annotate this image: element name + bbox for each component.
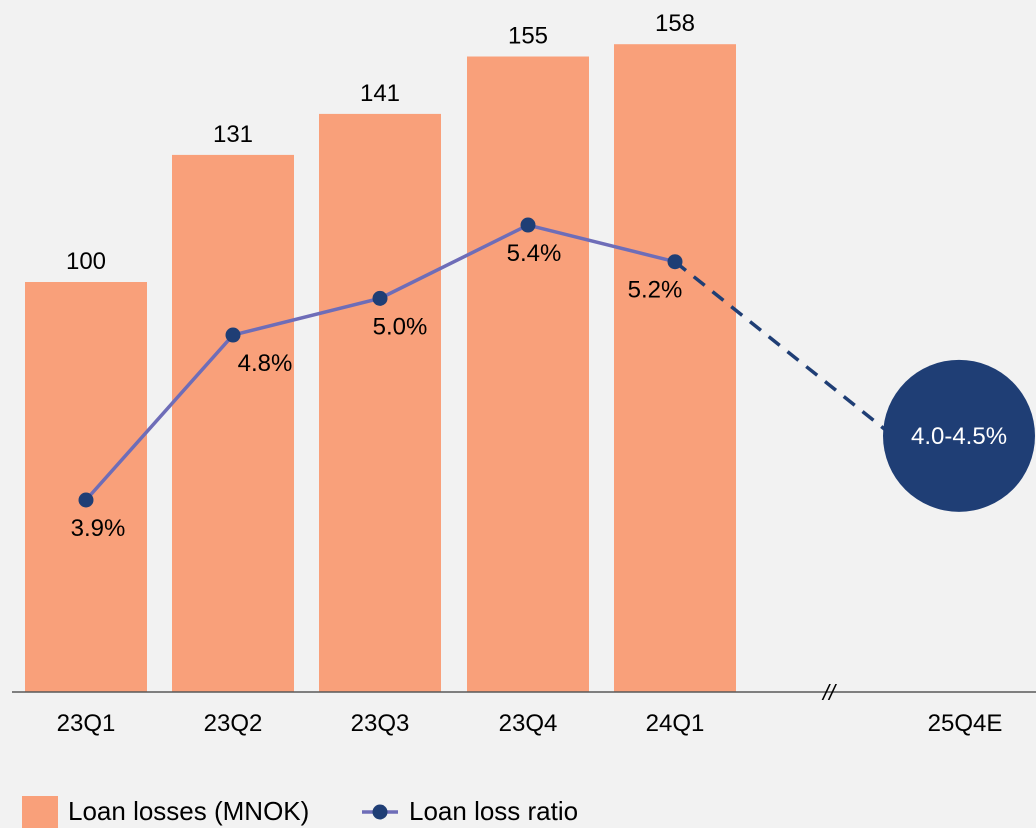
ratio-point-label: 5.4% <box>507 240 562 267</box>
axis-break-marker: // <box>821 680 837 705</box>
axis-break-glyph: // <box>821 680 837 705</box>
bar-value-label: 100 <box>66 248 106 275</box>
bar-value-labels: 100 131 141 155 158 <box>66 10 695 275</box>
x-tick-labels: 23Q1 23Q2 23Q3 23Q4 24Q1 25Q4E <box>57 710 1003 737</box>
ratio-point-label: 5.0% <box>373 313 428 340</box>
bar-23Q3 <box>319 113 441 692</box>
ratio-point-23Q3 <box>372 290 388 306</box>
x-tick-label: 23Q3 <box>351 710 410 737</box>
bar-series <box>25 44 736 692</box>
bar-23Q4 <box>467 56 589 692</box>
x-tick-label: 23Q4 <box>499 710 558 737</box>
x-tick-label: 23Q1 <box>57 710 116 737</box>
bar-value-label: 141 <box>360 80 400 107</box>
legend: Loan losses (MNOK) Loan loss ratio <box>22 796 578 828</box>
ratio-line-series: 3.9% 4.8% 5.0% 5.4% 5.2% <box>71 217 895 542</box>
target-circle <box>883 359 1035 512</box>
bar-value-label: 155 <box>508 23 548 50</box>
x-tick-label: 25Q4E <box>928 710 1003 737</box>
bar-23Q2 <box>172 154 294 692</box>
legend-swatch-bar <box>22 796 58 828</box>
target-circle-group: 4.0-4.5% <box>883 359 1035 512</box>
bar-23Q1 <box>25 282 147 692</box>
x-tick-label: 24Q1 <box>646 710 705 737</box>
ratio-point-23Q1 <box>78 492 94 508</box>
x-tick-label: 23Q2 <box>204 710 263 737</box>
target-label: 4.0-4.5% <box>911 423 1007 450</box>
ratio-point-label: 5.2% <box>628 277 683 304</box>
ratio-point-23Q2 <box>225 327 241 343</box>
bar-value-label: 158 <box>655 10 695 37</box>
bar-24Q1 <box>614 44 736 692</box>
ratio-point-label: 3.9% <box>71 515 126 542</box>
ratio-point-23Q4 <box>520 217 536 233</box>
legend-swatch-marker <box>372 804 388 820</box>
legend-label-line: Loan loss ratio <box>409 796 578 826</box>
ratio-point-label: 4.8% <box>238 350 293 377</box>
legend-label-bar: Loan losses (MNOK) <box>68 796 309 826</box>
bar-value-label: 131 <box>213 121 253 148</box>
ratio-point-24Q1 <box>667 254 683 270</box>
